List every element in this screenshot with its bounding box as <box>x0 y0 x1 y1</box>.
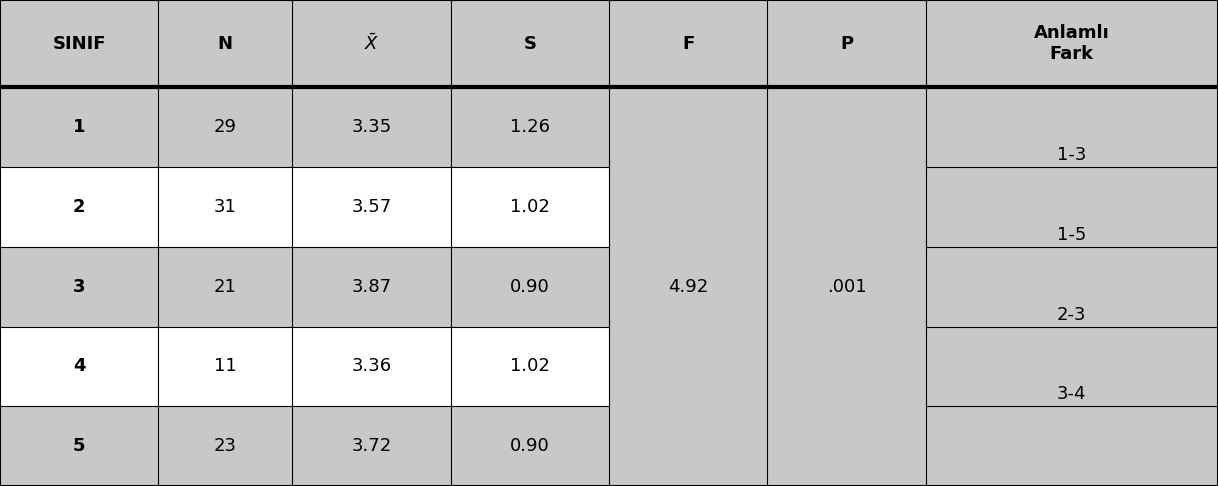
Text: 1.02: 1.02 <box>510 198 549 216</box>
Bar <box>0 327 609 406</box>
Text: 4.92: 4.92 <box>667 278 709 296</box>
Text: 3.35: 3.35 <box>351 118 392 137</box>
Text: .001: .001 <box>827 278 866 296</box>
Text: N: N <box>218 35 233 53</box>
Bar <box>0 87 609 167</box>
Text: 4: 4 <box>73 357 85 376</box>
Text: 1.02: 1.02 <box>510 357 549 376</box>
Bar <box>609 167 926 247</box>
Bar <box>926 87 1218 167</box>
Text: 5: 5 <box>73 437 85 455</box>
Bar <box>926 247 1218 327</box>
Bar <box>0 247 609 327</box>
Bar <box>926 406 1218 486</box>
Text: 1-5: 1-5 <box>1057 226 1086 244</box>
Text: SINIF: SINIF <box>52 35 106 53</box>
Bar <box>609 327 926 406</box>
Text: 3.36: 3.36 <box>352 357 391 376</box>
Text: Anlamlı
Fark: Anlamlı Fark <box>1034 24 1110 63</box>
Text: 1-3: 1-3 <box>1057 146 1086 164</box>
Text: 2-3: 2-3 <box>1057 306 1086 324</box>
Text: 3.72: 3.72 <box>351 437 392 455</box>
Text: 31: 31 <box>214 198 236 216</box>
Text: 3.57: 3.57 <box>351 198 392 216</box>
Bar <box>609 87 926 167</box>
Text: 1: 1 <box>73 118 85 137</box>
Text: 3.87: 3.87 <box>352 278 391 296</box>
Text: 23: 23 <box>214 437 236 455</box>
Text: $\bar{X}$: $\bar{X}$ <box>364 34 379 54</box>
Bar <box>926 167 1218 247</box>
Text: S: S <box>524 35 536 53</box>
Bar <box>609 406 926 486</box>
Text: 0.90: 0.90 <box>510 278 549 296</box>
Text: P: P <box>840 35 853 53</box>
Bar <box>926 327 1218 406</box>
Bar <box>0 0 1218 87</box>
Text: 0.90: 0.90 <box>510 437 549 455</box>
Text: F: F <box>682 35 694 53</box>
Text: 1.26: 1.26 <box>510 118 549 137</box>
Text: 11: 11 <box>214 357 236 376</box>
Text: 3-4: 3-4 <box>1057 385 1086 403</box>
Text: 21: 21 <box>214 278 236 296</box>
Text: 2: 2 <box>73 198 85 216</box>
Text: 29: 29 <box>214 118 236 137</box>
Bar <box>609 247 926 327</box>
Bar <box>0 406 609 486</box>
Bar <box>0 167 609 247</box>
Text: 3: 3 <box>73 278 85 296</box>
